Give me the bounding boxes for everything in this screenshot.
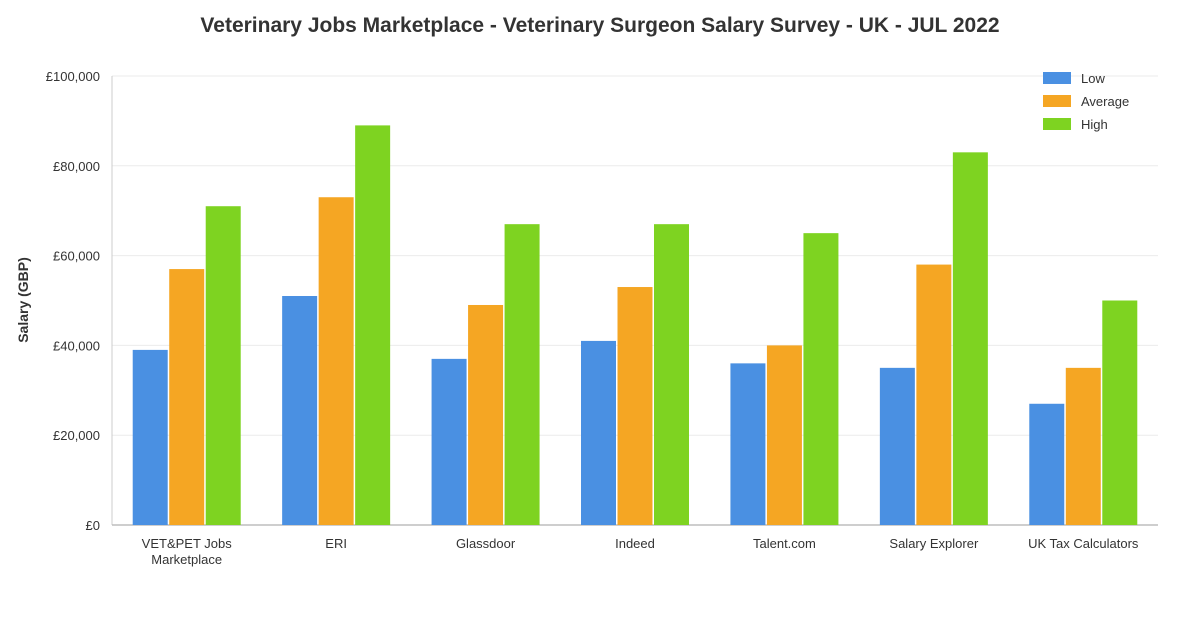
- y-tick-labels: £0 £20,000 £40,000 £60,000 £80,000 £100,000: [46, 69, 100, 533]
- y-axis-label: Salary (GBP): [15, 257, 31, 343]
- bar-low: [730, 363, 766, 525]
- x-tick-labels: VET&PET Jobs Marketplace ERI Glassdoor Indee…: [142, 536, 1139, 567]
- x-tick-label: Talent.com: [753, 536, 816, 551]
- x-tick-label: VET&PET Jobs Marketplace: [142, 536, 233, 567]
- bar-average: [617, 287, 653, 525]
- x-tick-label: Indeed: [615, 536, 655, 551]
- y-tick-label: £100,000: [46, 69, 100, 84]
- bar-average: [468, 304, 504, 525]
- bar-average: [916, 264, 952, 525]
- bar-low: [879, 367, 915, 525]
- bar-high: [504, 224, 540, 526]
- chart-title: Veterinary Jobs Marketplace - Veterinary…: [200, 14, 1000, 37]
- bars: [132, 125, 1138, 526]
- y-tick-label: £60,000: [53, 249, 100, 264]
- y-tick-label: £20,000: [53, 428, 100, 443]
- bar-low: [431, 358, 467, 525]
- y-tick-label: £80,000: [53, 159, 100, 174]
- legend-label-low: Low: [1081, 71, 1105, 86]
- bar-average: [169, 269, 205, 525]
- bar-high: [1102, 300, 1138, 525]
- legend: Low Average High: [1043, 71, 1129, 132]
- bar-high: [952, 152, 988, 525]
- y-tick-label: £40,000: [53, 338, 100, 353]
- x-tick-label: ERI: [325, 536, 347, 551]
- bar-high: [654, 224, 689, 526]
- bar-low: [132, 349, 168, 525]
- legend-swatch-low: [1043, 72, 1071, 84]
- legend-label-high: High: [1081, 117, 1108, 132]
- x-tick-label: Salary Explorer: [889, 536, 979, 551]
- bar-average: [318, 197, 354, 526]
- legend-swatch-average: [1043, 95, 1071, 107]
- bar-low: [282, 296, 318, 525]
- legend-label-average: Average: [1081, 94, 1129, 109]
- x-tick-label: UK Tax Calculators: [1028, 536, 1139, 551]
- bar-high: [205, 206, 241, 525]
- y-tick-label: £0: [86, 518, 100, 533]
- bar-average: [766, 345, 802, 525]
- bar-high: [355, 125, 391, 525]
- legend-swatch-high: [1043, 118, 1071, 130]
- x-tick-label: Glassdoor: [456, 536, 516, 551]
- bar-low: [581, 340, 616, 525]
- bar-high: [803, 233, 839, 525]
- bar-average: [1065, 367, 1101, 525]
- bar-low: [1029, 403, 1065, 525]
